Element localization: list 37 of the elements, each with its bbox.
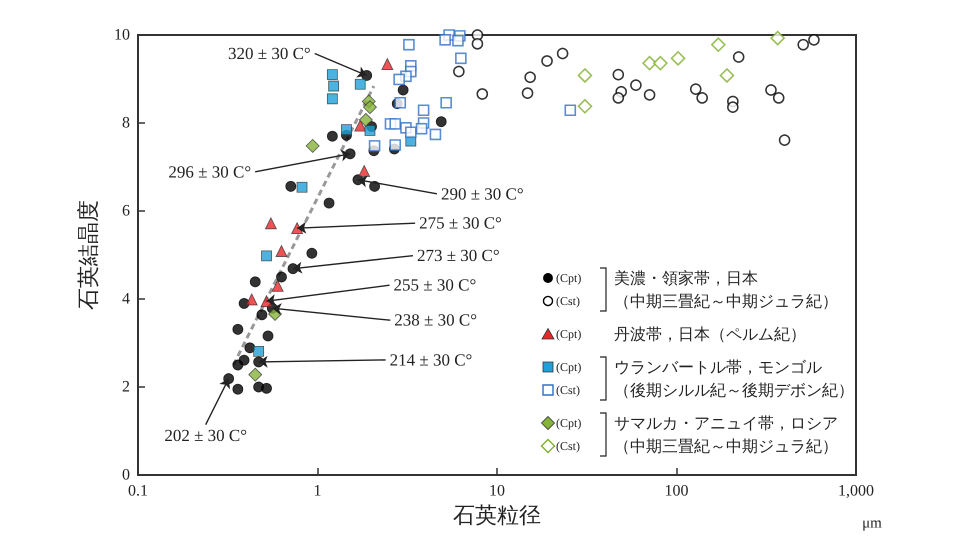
y-tick-label: 10 [114, 26, 130, 44]
x-axis-title: 石英粒径 [453, 504, 541, 528]
annotation: 214 ± 30 C° [390, 350, 472, 370]
legend-label: (Cst) [556, 294, 580, 308]
x-tick-label: 0.1 [128, 482, 148, 500]
annotation: 255 ± 30 C° [394, 276, 476, 295]
y-tick-label: 4 [122, 290, 130, 308]
legend-label: (Cpt) [556, 416, 582, 430]
legend-label: (Cst) [556, 383, 580, 397]
annotation: 美濃・領家帯，日本 [614, 268, 758, 288]
annotation: （中期三畳紀～中期ジュラ紀） [614, 436, 838, 456]
legend-label: (Cpt) [556, 327, 582, 341]
annotation: 273 ± 30 C° [416, 246, 500, 266]
y-tick-label: 0 [122, 466, 130, 484]
annotation: 202 ± 30 C° [164, 426, 248, 446]
annotation: 丹波帯，日本（ペルム紀） [614, 324, 806, 344]
annotation: （中期三畳紀～中期ジュラ紀） [614, 292, 838, 310]
annotation: （後期シルル紀～後期デボン紀） [614, 380, 854, 400]
annotation: 238 ± 30 C° [394, 310, 478, 330]
annotation: 290 ± 30 C° [440, 184, 524, 204]
legend-label: (Cpt) [556, 360, 582, 374]
y-tick-label: 6 [122, 202, 130, 220]
legend-label: (Cst) [556, 439, 580, 453]
y-tick-label: 8 [122, 114, 130, 132]
y-axis-title: 石英結晶度 [76, 200, 102, 310]
annotation: サマルカ・アニュイ帯，ロシア [614, 414, 838, 432]
y-tick-label: 2 [122, 378, 130, 396]
annotation: 296 ± 30 C° [168, 162, 252, 182]
x-tick-label: 100 [664, 482, 688, 500]
x-tick-label: 10 [489, 482, 505, 500]
text: μm [862, 516, 882, 532]
annotation: ウランバートル帯，モンゴル [614, 358, 822, 376]
legend-label: (Cpt) [556, 271, 582, 285]
x-tick-label: 1 [314, 482, 322, 500]
annotation: 275 ± 30 C° [419, 214, 502, 233]
annotation: 320 ± 30 C° [228, 44, 311, 63]
x-tick-label: 1,000 [838, 482, 874, 500]
